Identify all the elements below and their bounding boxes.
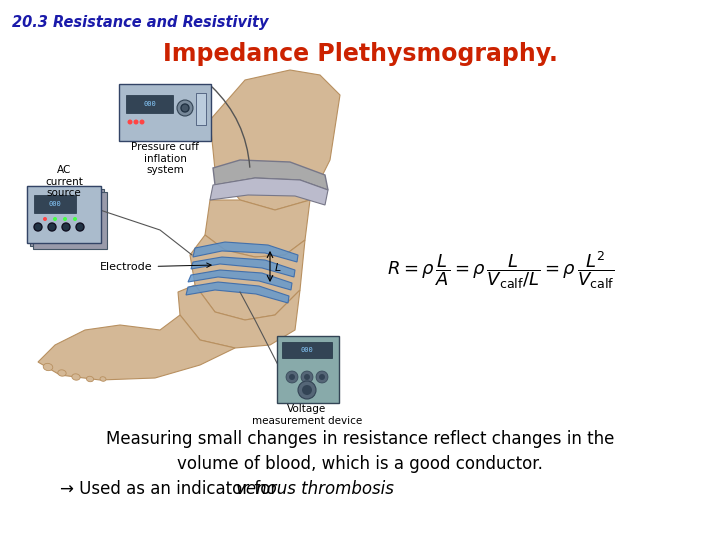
Text: 000: 000 <box>49 201 61 207</box>
Polygon shape <box>210 70 340 210</box>
Text: $L$: $L$ <box>274 261 282 273</box>
Text: venous thrombosis: venous thrombosis <box>235 480 393 498</box>
Circle shape <box>63 217 67 221</box>
Circle shape <box>181 104 189 112</box>
Text: 20.3 Resistance and Resistivity: 20.3 Resistance and Resistivity <box>12 15 269 30</box>
Polygon shape <box>191 257 295 277</box>
FancyBboxPatch shape <box>27 186 101 243</box>
Circle shape <box>289 374 295 380</box>
Text: $R = \rho\,\dfrac{L}{A} = \rho\,\dfrac{L}{V_{\mathrm{calf}}/L} = \rho\,\dfrac{L^: $R = \rho\,\dfrac{L}{A} = \rho\,\dfrac{L… <box>387 249 614 291</box>
Polygon shape <box>205 200 310 257</box>
Ellipse shape <box>100 377 106 381</box>
Circle shape <box>43 217 47 221</box>
Polygon shape <box>210 178 328 205</box>
FancyBboxPatch shape <box>27 186 101 243</box>
Circle shape <box>127 119 132 125</box>
FancyBboxPatch shape <box>30 189 104 246</box>
Circle shape <box>53 217 57 221</box>
FancyBboxPatch shape <box>277 336 339 403</box>
Circle shape <box>298 381 316 399</box>
Circle shape <box>76 223 84 231</box>
Ellipse shape <box>43 363 53 370</box>
Polygon shape <box>190 235 305 320</box>
Polygon shape <box>178 285 300 348</box>
Circle shape <box>177 100 193 116</box>
Circle shape <box>34 223 42 231</box>
Text: volume of blood, which is a good conductor.: volume of blood, which is a good conduct… <box>177 455 543 473</box>
Circle shape <box>319 374 325 380</box>
Circle shape <box>62 223 70 231</box>
Circle shape <box>133 119 138 125</box>
Text: AC
current
source: AC current source <box>45 165 83 198</box>
Polygon shape <box>188 270 292 290</box>
Circle shape <box>301 371 313 383</box>
Polygon shape <box>186 282 289 303</box>
Text: Electrode: Electrode <box>100 262 211 272</box>
Polygon shape <box>213 160 328 190</box>
Circle shape <box>48 223 56 231</box>
Circle shape <box>302 385 312 395</box>
Text: 000: 000 <box>143 101 156 107</box>
Polygon shape <box>38 315 235 380</box>
FancyBboxPatch shape <box>34 195 76 213</box>
Text: Impedance Plethysmography.: Impedance Plethysmography. <box>163 42 557 66</box>
Text: → Used as an indicator for: → Used as an indicator for <box>60 480 282 498</box>
Circle shape <box>304 374 310 380</box>
Circle shape <box>140 119 145 125</box>
Text: Measuring small changes in resistance reflect changes in the: Measuring small changes in resistance re… <box>106 430 614 448</box>
Text: Pressure cuff
inflation
system: Pressure cuff inflation system <box>131 142 199 175</box>
Circle shape <box>316 371 328 383</box>
Circle shape <box>73 217 77 221</box>
FancyBboxPatch shape <box>282 342 332 358</box>
Circle shape <box>286 371 298 383</box>
FancyBboxPatch shape <box>196 93 206 125</box>
Ellipse shape <box>86 376 94 382</box>
FancyBboxPatch shape <box>126 95 173 113</box>
Text: Voltage
measurement device: Voltage measurement device <box>252 404 362 426</box>
Ellipse shape <box>72 374 80 380</box>
FancyBboxPatch shape <box>33 192 107 249</box>
Polygon shape <box>193 242 298 262</box>
FancyBboxPatch shape <box>119 84 211 141</box>
Text: 000: 000 <box>301 347 313 353</box>
Ellipse shape <box>58 370 66 376</box>
